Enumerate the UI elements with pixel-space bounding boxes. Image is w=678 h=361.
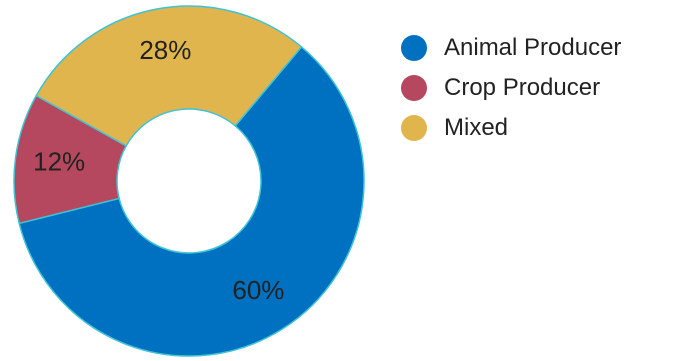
legend-label-mixed: Mixed [444,114,509,141]
legend-item-mixed: Mixed [401,108,621,148]
data-label-animal-producer: 60% [232,275,284,305]
data-label-mixed: 28% [139,35,191,65]
data-label-crop-producer: 12% [33,147,85,177]
legend-label-crop-producer: Crop Producer [444,74,601,101]
slice-animal-producer [18,45,365,357]
slice-mixed [35,5,303,147]
legend-item-crop-producer: Crop Producer [401,68,621,108]
legend-marker-mixed [401,115,427,141]
legend-label-animal-producer: Animal Producer [444,34,622,61]
legend-marker-crop-producer [401,75,427,101]
legend: Animal Producer Crop Producer Mixed [401,28,621,148]
legend-item-animal-producer: Animal Producer [401,28,621,68]
legend-marker-animal-producer [401,35,427,61]
